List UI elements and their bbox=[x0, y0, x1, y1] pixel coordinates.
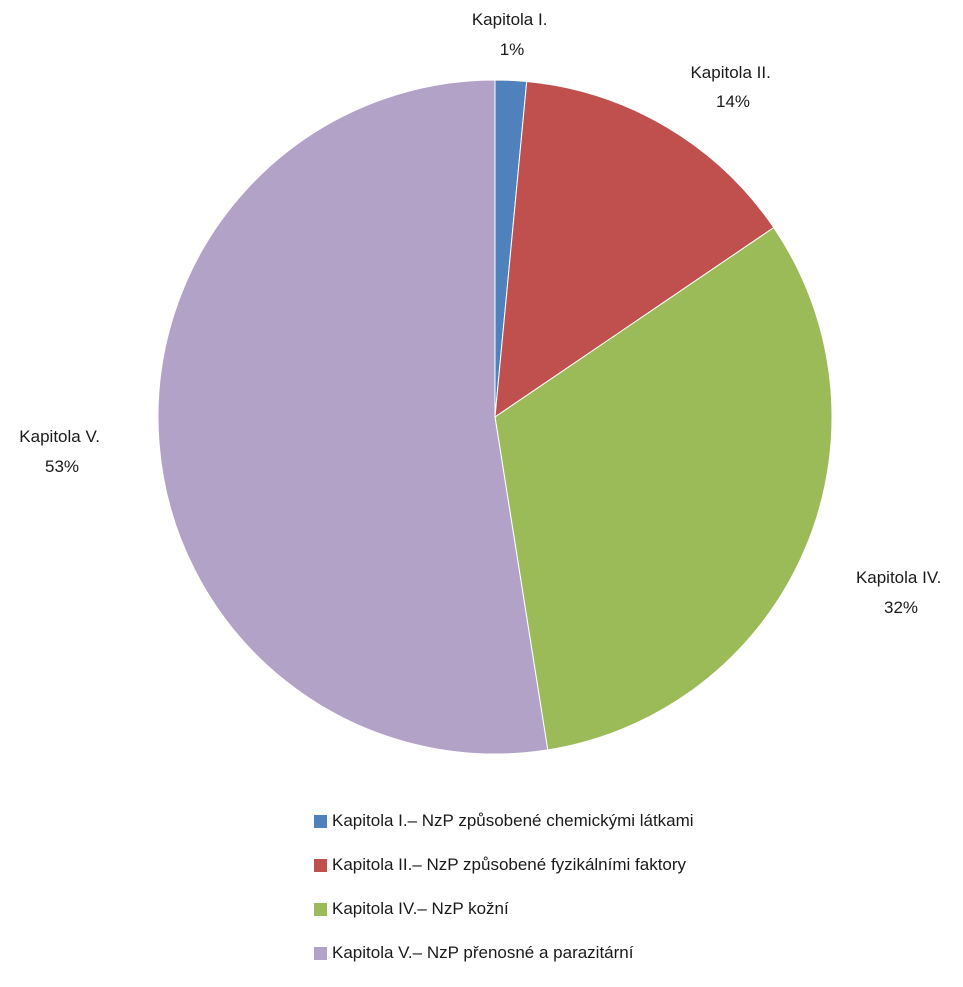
data-label-kapitola-4-name: Kapitola IV. bbox=[856, 568, 941, 587]
legend-label: Kapitola IV.– NzP kožní bbox=[332, 899, 509, 918]
pie-slice-kapitola-2 bbox=[494, 80, 775, 419]
legend-item-kapitola-5: Kapitola V.– NzP přenosné a parazitární bbox=[314, 943, 694, 963]
pie-slice-kapitola-4 bbox=[494, 226, 833, 751]
legend-label: Kapitola I.– NzP způsobené chemickými lá… bbox=[332, 811, 694, 830]
pie-slices bbox=[157, 79, 833, 755]
data-label-kapitola-2-name: Kapitola II. bbox=[690, 63, 770, 82]
data-label-kapitola-5-percent: 53% bbox=[45, 457, 79, 476]
legend-item-kapitola-4: Kapitola IV.– NzP kožní bbox=[314, 899, 694, 919]
legend-label: Kapitola II.– NzP způsobené fyzikálními … bbox=[332, 855, 687, 874]
data-label-kapitola-1-percent: 1% bbox=[500, 40, 525, 59]
data-label-kapitola-2: Kapitola II. 14% bbox=[690, 63, 775, 111]
data-label-kapitola-5: Kapitola V. 53% bbox=[19, 427, 104, 476]
legend-label: Kapitola V.– NzP přenosné a parazitární bbox=[332, 943, 634, 962]
legend-swatch bbox=[314, 902, 327, 916]
pie-chart-plot: Kapitola I. 1% Kapitola II. 14% Kapitola… bbox=[19, 10, 946, 755]
legend-swatch bbox=[314, 814, 327, 828]
data-label-kapitola-4-percent: 32% bbox=[884, 598, 918, 617]
legend-swatch bbox=[314, 858, 327, 872]
data-label-kapitola-1-name: Kapitola I. bbox=[472, 10, 548, 29]
data-label-kapitola-1: Kapitola I. 1% bbox=[472, 10, 552, 59]
pie-slice-kapitola-5 bbox=[157, 79, 549, 755]
legend-swatch bbox=[314, 946, 327, 960]
legend-item-kapitola-2: Kapitola II.– NzP způsobené fyzikálními … bbox=[314, 855, 694, 875]
data-label-kapitola-4: Kapitola IV. 32% bbox=[856, 568, 946, 617]
data-label-kapitola-2-percent: 14% bbox=[716, 92, 750, 111]
legend-item-kapitola-1: Kapitola I.– NzP způsobené chemickými lá… bbox=[314, 811, 694, 831]
legend: Kapitola I.– NzP způsobené chemickými lá… bbox=[314, 811, 694, 987]
data-label-kapitola-5-name: Kapitola V. bbox=[19, 427, 100, 446]
